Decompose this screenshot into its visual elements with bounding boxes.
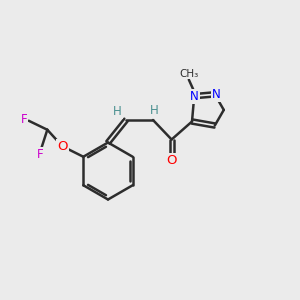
Text: H: H <box>150 104 159 118</box>
Text: F: F <box>21 113 28 126</box>
Text: F: F <box>37 148 43 161</box>
Text: N: N <box>190 90 199 103</box>
Text: N: N <box>212 88 221 101</box>
Text: H: H <box>113 105 122 118</box>
Text: O: O <box>57 140 68 153</box>
Text: CH₃: CH₃ <box>179 69 198 79</box>
Text: O: O <box>167 154 177 167</box>
